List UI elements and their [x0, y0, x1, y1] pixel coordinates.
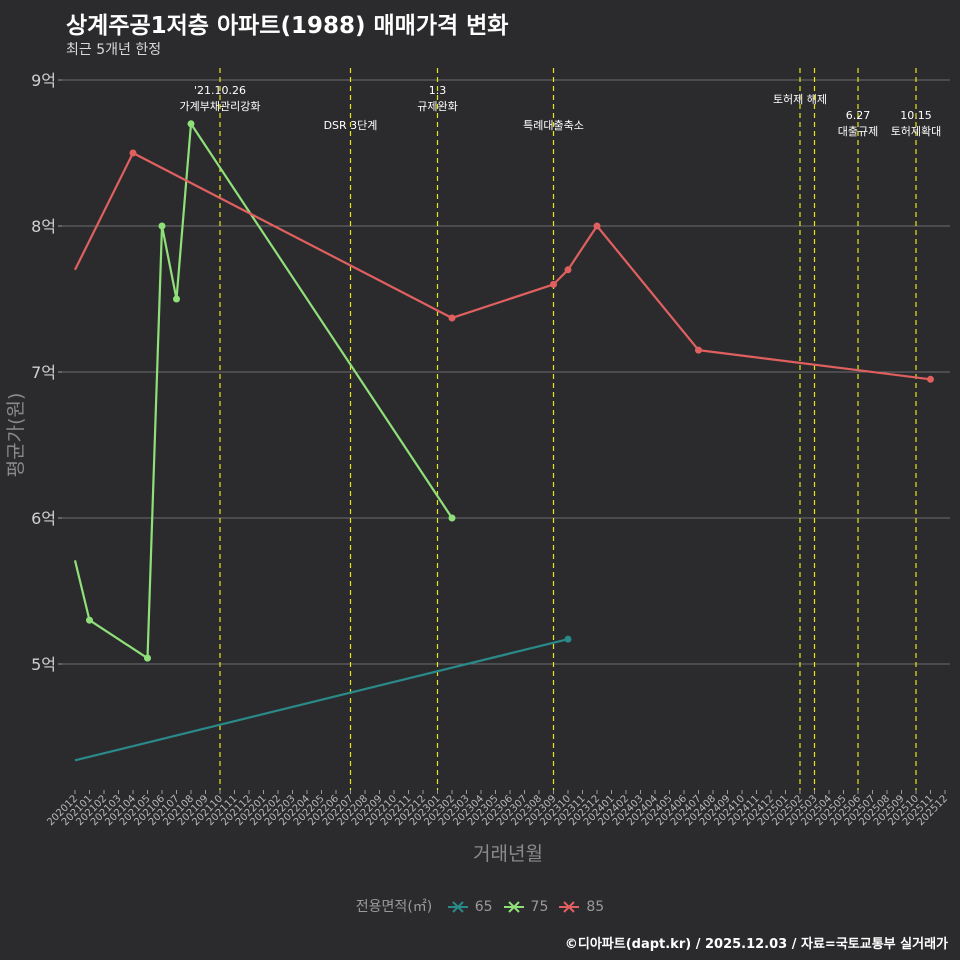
- event-label: DSR 3단계: [324, 119, 378, 132]
- event-label: 가계부채관리강화: [180, 100, 261, 113]
- legend-item-75: 75: [503, 899, 549, 915]
- data-point-75: [448, 514, 456, 522]
- legend-label: 75: [530, 899, 549, 915]
- event-label: '21.10.26: [194, 84, 246, 97]
- event-label: 특례대출축소: [523, 119, 584, 132]
- y-tick-label: 5억: [31, 655, 56, 674]
- chart-subtitle: 최근 5개년 한정: [66, 42, 162, 58]
- legend-key-85: [559, 901, 580, 913]
- data-point-85: [564, 266, 572, 274]
- event-label: 토허제 해제: [773, 92, 827, 106]
- data-point-65: [564, 635, 572, 643]
- series-line-75: [73, 122, 453, 660]
- data-point-75: [86, 616, 93, 624]
- x-axis-label: 거래년월: [473, 843, 543, 865]
- data-point-85: [695, 346, 702, 354]
- y-axis: 5억 6억 7억 8억 9억: [31, 71, 62, 674]
- legend: 전용면적(㎡) 65 75 85: [0, 896, 960, 916]
- series-line-65: [74, 638, 569, 762]
- y-tick-label: 6억: [31, 509, 56, 528]
- data-point-75: [187, 120, 195, 128]
- data-point-75: [158, 222, 166, 230]
- data-point-85: [448, 314, 456, 322]
- chart-title: 상계주공1저층 아파트(1988) 매매가격 변화: [66, 13, 509, 39]
- event-label: 10.15: [900, 109, 932, 122]
- event-label: 대출규제: [838, 125, 878, 138]
- data-point-75: [173, 295, 180, 303]
- series-line-85: [74, 151, 931, 381]
- data-point-85: [593, 222, 601, 230]
- event-label: 규제완화: [417, 100, 457, 113]
- event-label: 1.3: [429, 84, 447, 97]
- y-tick-label: 8억: [31, 217, 56, 236]
- event-label: 토허제확대: [891, 125, 942, 138]
- legend-item-65: 65: [447, 899, 493, 915]
- y-axis-label: 평균가(원): [5, 393, 27, 478]
- legend-label: 85: [586, 899, 605, 915]
- data-point-85: [550, 280, 557, 288]
- gridlines: [62, 79, 950, 665]
- legend-title: 전용면적(㎡): [355, 899, 433, 915]
- series-layer: [73, 120, 934, 762]
- source-caption: ©디아파트(dapt.kr) / 2025.12.03 / 자료=국토교통부 실…: [564, 937, 948, 952]
- legend-label: 65: [474, 899, 493, 915]
- data-point-85: [129, 149, 137, 157]
- event-label: 6.27: [846, 109, 871, 122]
- data-point-75: [144, 654, 151, 662]
- y-tick-label: 7억: [31, 363, 56, 382]
- legend-item-85: 85: [558, 899, 604, 915]
- legend-key-75: [503, 901, 524, 913]
- data-point-85: [927, 375, 934, 383]
- y-tick-label: 9억: [31, 71, 56, 90]
- legend-key-65: [447, 901, 468, 913]
- x-axis: 2020122021012021022021032021042021052021…: [45, 790, 950, 828]
